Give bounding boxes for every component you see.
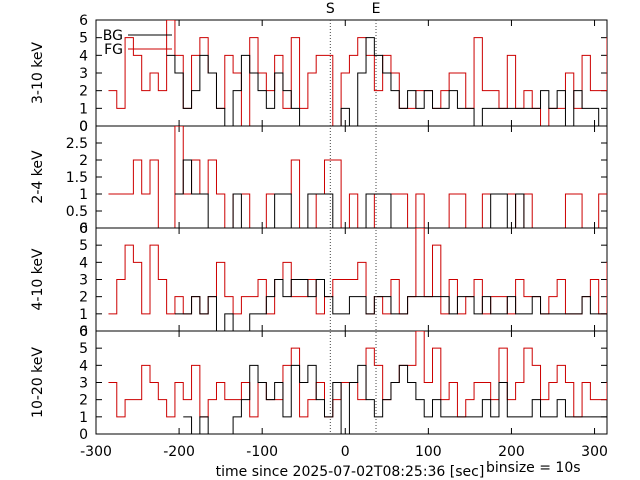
y-tick-label: 3: [79, 376, 88, 392]
y-tick-label: 0: [79, 119, 88, 135]
panel-frame: [95, 19, 608, 127]
y-tick-label: 0: [79, 324, 88, 340]
y-tick-label: 5: [79, 238, 88, 254]
x-tick-label: -100: [246, 444, 278, 460]
legend-label-bg: BG: [103, 28, 123, 44]
y-tick-label: 0: [79, 119, 88, 135]
x-tick-label: 0: [341, 444, 350, 460]
y-tick-label: 4: [79, 48, 88, 64]
y-tick-label: 2: [79, 290, 88, 306]
y-tick-label: 6: [79, 13, 88, 29]
series-bg-line: [174, 279, 607, 331]
y-tick-label: 3: [79, 66, 88, 82]
y-tick-label: 6: [79, 221, 88, 237]
y-axis-label: 2-4 keV: [30, 150, 46, 204]
series-fg-line: [108, 20, 607, 126]
legend-label-fg: FG: [104, 42, 123, 58]
y-tick-label: 1: [79, 410, 88, 426]
y-tick-label: 5: [79, 341, 88, 357]
x-tick-label: 200: [498, 444, 525, 460]
marker-label-e: E: [372, 1, 381, 17]
x-axis-label: time since 2025-07-02T08:25:36 [sec]: [216, 464, 485, 480]
y-tick-label: 4: [79, 255, 88, 271]
x-tick-label: -300: [80, 444, 112, 460]
marker-label-s: S: [326, 1, 335, 17]
y-tick-label: 5: [79, 31, 88, 47]
series-fg-line: [108, 228, 607, 315]
series-fg-line: [108, 126, 607, 228]
y-tick-label: 0: [79, 427, 88, 443]
y-axis-label: 10-20 keV: [30, 347, 46, 418]
x-tick-label: -200: [163, 444, 195, 460]
y-tick-label: 2: [79, 393, 88, 409]
x-tick-label: 100: [415, 444, 442, 460]
series-bg-line: [166, 37, 607, 126]
series-bg-line: [183, 364, 607, 434]
series-bg-line: [174, 159, 607, 228]
y-tick-label: 0.5: [66, 204, 88, 220]
y-axis-label: 3-10 keV: [30, 42, 46, 104]
y-tick-label: 2: [79, 153, 88, 169]
y-tick-label: 2.5: [66, 136, 88, 152]
y-axis-label: 4-10 keV: [30, 248, 46, 310]
y-tick-label: 0: [79, 221, 88, 237]
y-tick-label: 1: [79, 307, 88, 323]
x-axis: -300 -200 -100 0 100 200 300: [80, 444, 608, 460]
y-tick-label: 2: [79, 84, 88, 100]
y-tick-label: 6: [79, 324, 88, 340]
y-tick-label: 4: [79, 358, 88, 374]
y-tick-label: 1: [79, 101, 88, 117]
y-tick-label: 1.5: [66, 170, 88, 186]
binsize-label: binsize = 10s: [486, 460, 581, 476]
y-tick-label: 1: [79, 187, 88, 203]
x-tick-label: 300: [581, 444, 608, 460]
y-tick-label: 3: [79, 273, 88, 289]
panel-frame: [95, 125, 608, 229]
